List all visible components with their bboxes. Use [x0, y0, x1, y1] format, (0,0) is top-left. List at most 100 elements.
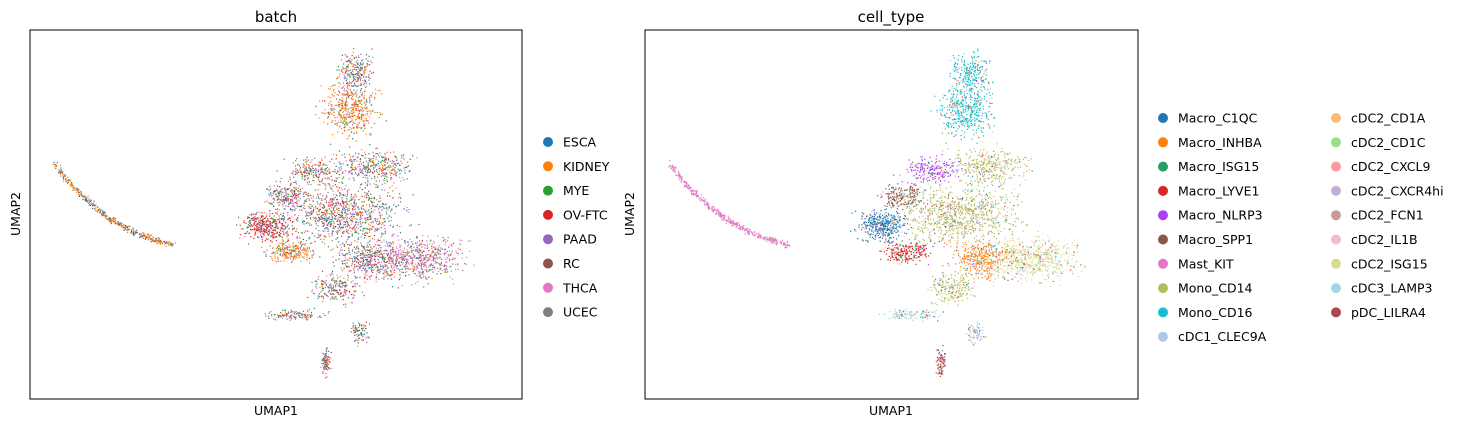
scatter-point — [315, 221, 317, 223]
scatter-point — [273, 236, 275, 238]
scatter-point — [289, 208, 292, 210]
scatter-point — [315, 227, 317, 229]
scatter-point — [292, 201, 294, 203]
scatter-point — [341, 197, 343, 199]
scatter-point — [357, 214, 359, 217]
scatter-point — [331, 204, 334, 206]
scatter-point — [373, 266, 375, 268]
scatter-point — [347, 95, 349, 98]
scatter-point — [284, 254, 286, 256]
scatter-point — [364, 281, 366, 283]
scatter-point — [377, 185, 379, 187]
scatter-point — [366, 258, 368, 261]
scatter-point — [328, 201, 330, 203]
scatter-point — [394, 171, 396, 173]
scatter-point — [111, 220, 113, 222]
scatter-point — [382, 206, 384, 208]
scatter-point — [323, 224, 325, 226]
scatter-point — [256, 226, 258, 229]
scatter-point — [343, 277, 345, 280]
scatter-point — [719, 215, 721, 217]
scatter-point — [386, 261, 388, 263]
scatter-point — [276, 195, 278, 197]
scatter-point — [371, 164, 373, 167]
scatter-point — [377, 266, 379, 268]
scatter-point — [275, 219, 277, 221]
scatter-point — [339, 220, 342, 222]
scatter-point — [364, 123, 366, 125]
scatter-point — [348, 172, 350, 174]
scatter-point — [401, 268, 404, 270]
scatter-point — [337, 171, 339, 173]
scatter-point — [63, 180, 65, 182]
scatter-point — [383, 257, 385, 260]
scatter-point — [239, 234, 241, 236]
scatter-point — [370, 165, 372, 168]
scatter-point — [107, 218, 109, 220]
scatter-point — [373, 197, 375, 199]
scatter-point — [281, 317, 283, 319]
scatter-point — [336, 282, 338, 285]
scatter-point — [298, 191, 300, 193]
scatter-point — [127, 228, 129, 230]
legend-item: RC — [543, 256, 580, 271]
scatter-point — [417, 268, 419, 270]
scatter-point — [358, 122, 360, 124]
scatter-point — [281, 199, 283, 201]
scatter-point — [346, 284, 348, 286]
scatter-point — [361, 325, 363, 327]
scatter-point — [267, 188, 269, 190]
scatter-point — [354, 218, 356, 220]
scatter-point — [395, 250, 397, 252]
scatter-point — [294, 248, 296, 250]
scatter-point — [347, 64, 349, 66]
scatter-point — [362, 253, 364, 255]
scatter-point — [285, 198, 288, 200]
scatter-point — [768, 238, 770, 240]
scatter-point — [152, 241, 154, 243]
scatter-point — [146, 236, 148, 238]
scatter-point — [416, 249, 418, 251]
scatter-point — [397, 249, 400, 251]
scatter-point — [315, 174, 317, 177]
scatter-point — [336, 122, 338, 124]
scatter-point — [351, 131, 353, 134]
scatter-point — [357, 190, 359, 192]
scatter-point — [427, 235, 429, 237]
scatter-point — [389, 224, 391, 226]
scatter-point — [351, 118, 353, 120]
scatter-point — [311, 159, 313, 161]
scatter-point — [425, 267, 427, 269]
scatter-point — [348, 225, 350, 227]
scatter-point — [318, 173, 320, 175]
scatter-point — [407, 267, 409, 269]
scatter-point — [364, 192, 366, 194]
scatter-point — [264, 231, 266, 233]
scatter-point — [372, 160, 374, 162]
scatter-point — [382, 258, 384, 260]
scatter-point — [368, 216, 370, 218]
scatter-point — [311, 173, 313, 175]
scatter-point — [366, 265, 368, 267]
scatter-point — [295, 171, 297, 173]
scatter-point — [380, 175, 382, 177]
scatter-point — [299, 189, 301, 191]
scatter-point — [299, 255, 301, 257]
scatter-point — [357, 71, 359, 73]
scatter-point — [335, 177, 337, 179]
scatter-point — [376, 206, 378, 208]
scatter-point — [126, 226, 128, 228]
scatter-point — [430, 263, 432, 265]
scatter-point — [273, 219, 275, 221]
scatter-point — [354, 102, 356, 105]
scatter-point — [357, 268, 359, 270]
scatter-point — [369, 96, 371, 98]
scatter-point — [375, 267, 377, 269]
scatter-point — [350, 97, 353, 99]
scatter-point — [284, 228, 287, 230]
scatter-point — [284, 198, 287, 200]
scatter-point — [325, 363, 327, 365]
scatter-point — [304, 200, 306, 202]
scatter-point — [90, 200, 92, 202]
scatter-point — [371, 171, 374, 173]
